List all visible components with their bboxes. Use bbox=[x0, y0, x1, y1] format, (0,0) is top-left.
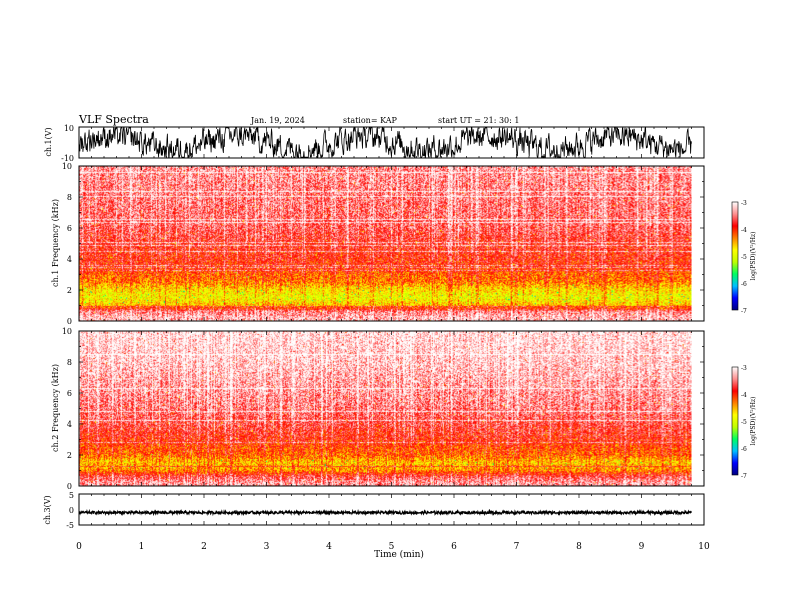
ch1-colorbar-tick-m3: -3 bbox=[741, 200, 747, 207]
ch1-colorbar: -3 -4 -5 -6 -7 log(PSD)(V²/Hz) bbox=[731, 200, 757, 315]
ch3-waveform-panel: 5 0 -5 ch.3(V) bbox=[43, 491, 705, 530]
ch1-ytick-4: 4 bbox=[67, 255, 72, 264]
ch1-waveform-ylabel: ch.1(V) bbox=[44, 127, 53, 156]
ch2-colorbar-tick-m5: -5 bbox=[741, 419, 747, 426]
time-tick-label: 4 bbox=[326, 542, 332, 552]
ch2-colorbar-tick-m7: -7 bbox=[741, 473, 747, 480]
ch1-colorbar-tick-m4: -4 bbox=[741, 227, 747, 234]
ch2-ytick-8: 8 bbox=[67, 358, 72, 367]
ch2-colorbar-tick-m6: -6 bbox=[741, 446, 747, 453]
ch2-ytick-0: 0 bbox=[67, 482, 72, 491]
ch1-ytick-2: 2 bbox=[67, 286, 72, 295]
ch2-ytick-10: 10 bbox=[62, 327, 72, 336]
ch2-ytick-6: 6 bbox=[67, 389, 72, 398]
ch1-colorbar-tick-m7: -7 bbox=[741, 308, 747, 315]
time-tick-label: 8 bbox=[576, 542, 582, 552]
time-tick-label: 6 bbox=[451, 542, 457, 552]
ch1-colorbar-bar bbox=[731, 201, 739, 311]
ch3-ytick-mid: 0 bbox=[69, 506, 74, 515]
ch2-colorbar-label: log(PSD)(V²/Hz) bbox=[750, 397, 757, 446]
time-tick-label: 1 bbox=[139, 542, 145, 552]
ch2-ytick-4: 4 bbox=[67, 420, 72, 429]
ch1-ytick-top: 10 bbox=[64, 124, 74, 133]
ch1-colorbar-tick-m6: -6 bbox=[741, 281, 747, 288]
time-axis-labels: 0 1 2 3 4 5 6 7 8 9 10 bbox=[76, 542, 710, 552]
time-tick-label: 3 bbox=[264, 542, 270, 552]
ch3-waveform-trace bbox=[78, 508, 693, 517]
ch1-colorbar-tick-m5: -5 bbox=[741, 254, 747, 261]
time-tick-label: 2 bbox=[201, 542, 207, 552]
ch1-waveform-panel: 10 -10 ch.1(V) bbox=[44, 124, 705, 163]
ch2-colorbar-tick-m4: -4 bbox=[741, 392, 747, 399]
ch3-ytick-bottom: -5 bbox=[66, 521, 74, 530]
ch2-ytick-2: 2 bbox=[67, 451, 72, 460]
ch1-ytick-8: 8 bbox=[67, 193, 72, 202]
ch1-spectrogram-yticks: 10 8 6 4 2 0 bbox=[62, 162, 72, 326]
header-date: Jan. 19, 2024 bbox=[250, 116, 305, 125]
ch2-colorbar: -3 -4 -5 -6 -7 log(PSD)(V²/Hz) bbox=[731, 365, 757, 480]
ch3-ytick-top: 5 bbox=[69, 491, 74, 500]
header-station: station= KAP bbox=[343, 116, 398, 125]
time-tick-label: 0 bbox=[76, 542, 82, 552]
ch1-ytick-10: 10 bbox=[62, 162, 72, 171]
time-tick-label: 9 bbox=[639, 542, 645, 552]
ch2-spectrogram-image bbox=[79, 331, 692, 486]
ch2-spectrogram-panel: 10 8 6 4 2 0 ch.2 Frequency (kHz) bbox=[51, 327, 705, 491]
ch1-spectrogram-panel: 10 8 6 4 2 0 ch.1 Frequency (kHz) bbox=[51, 162, 705, 326]
ch2-spectrogram-ylabel: ch.2 Frequency (kHz) bbox=[51, 364, 60, 452]
ch1-spectrogram-image bbox=[79, 166, 692, 321]
time-axis-label: Time (min) bbox=[374, 549, 424, 560]
header-start-time: start UT = 21: 30: 1 bbox=[438, 116, 519, 125]
time-tick-label: 5 bbox=[389, 542, 395, 552]
ch1-ytick-6: 6 bbox=[67, 224, 72, 233]
ch1-colorbar-label: log(PSD)(V²/Hz) bbox=[750, 232, 757, 281]
figure-title: VLF Spectra bbox=[78, 113, 149, 126]
ch3-waveform-ylabel: ch.3(V) bbox=[43, 495, 52, 524]
time-tick-label: 7 bbox=[514, 542, 520, 552]
ch2-spectrogram-yticks: 10 8 6 4 2 0 bbox=[62, 327, 72, 491]
time-axis-ticks bbox=[78, 127, 705, 525]
time-tick-label: 10 bbox=[698, 542, 710, 552]
ch1-ytick-bottom: -10 bbox=[61, 154, 74, 163]
ch2-colorbar-tick-m3: -3 bbox=[741, 365, 747, 372]
ch3-waveform-frame bbox=[78, 493, 705, 526]
ch2-colorbar-bar bbox=[731, 366, 739, 476]
ch1-ytick-0: 0 bbox=[67, 317, 72, 326]
ch1-spectrogram-ylabel: ch.1 Frequency (kHz) bbox=[51, 199, 60, 287]
ch1-waveform-trace bbox=[78, 126, 692, 159]
